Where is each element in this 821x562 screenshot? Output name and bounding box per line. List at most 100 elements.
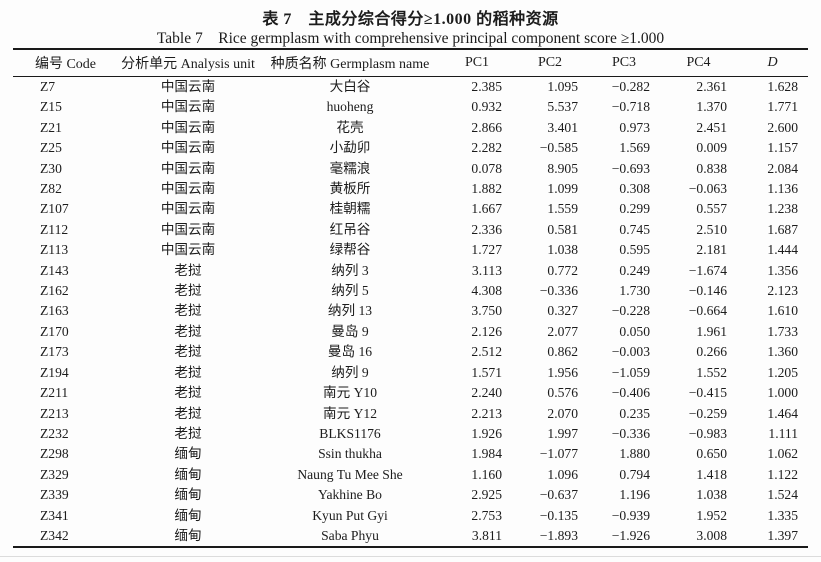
cell-pc2: 1.038 [547,242,578,258]
cell-unit: 老挝 [174,405,202,421]
cell-pc1: 2.385 [471,79,502,94]
cell-pc3: 1.880 [619,446,650,462]
cell-name: 小勐卯 [329,140,371,156]
cell-unit: 中国云南 [160,160,216,176]
cell-pc2: 1.095 [547,79,578,94]
cell-name: 大白谷 [329,79,371,94]
cell-pc4: −0.664 [688,303,727,319]
cell-d: 1.360 [767,344,798,360]
table-row: Z298 缅甸 Ssin thukha 1.984 −1.077 1.880 0.650 1.… [13,444,808,464]
cell-pc3: 0.299 [619,201,650,217]
cell-pc4: 0.266 [696,344,727,360]
cell-unit: 中国云南 [160,221,216,237]
cell-d: 1.111 [768,425,798,441]
table-row: Z112 中国云南 红吊谷 2.336 0.581 0.745 2.510 1.687 [13,220,808,240]
cell-unit: 老挝 [174,385,202,401]
cell-unit: 缅甸 [174,527,202,543]
cell-name: Naung Tu Mee She [297,466,403,482]
cell-name: BLKS1176 [319,425,381,441]
table-row: Z194 老挝 纳列 9 1.571 1.956 −1.059 1.552 1.205 [13,363,808,383]
cell-pc2: 1.559 [547,201,578,217]
cell-unit: 缅甸 [174,446,202,462]
cell-pc3: −0.718 [611,99,650,115]
cell-name: 桂朝糯 [329,201,371,217]
cell-pc4: −0.063 [688,181,727,197]
table-row: Z232 老挝 BLKS1176 1.926 1.997 −0.336 −0.983 1.11… [13,424,808,444]
cell-pc3: −0.939 [611,507,650,523]
cell-pc3: −0.336 [611,425,650,441]
cell-name: huoheng [326,99,374,115]
col-header-pc1: PC1 [442,49,512,77]
cell-pc4: 2.451 [696,119,727,135]
cell-code: Z339 [40,487,69,503]
cell-pc2: 0.576 [547,385,578,401]
header-row: 编号 Code 分析单元 Analysis unit 种质名称 Germplas… [13,49,808,77]
cell-unit: 老挝 [174,425,202,441]
cell-code: Z162 [40,283,69,299]
cell-d: 1.335 [767,507,798,523]
cell-d: 1.397 [767,527,798,543]
cell-code: Z342 [40,527,69,543]
table-row: Z21 中国云南 花壳 2.866 3.401 0.973 2.451 2.600 [13,118,808,138]
cell-pc4: 2.181 [696,242,727,258]
col-header-germplasm-name: 种质名称 Germplasm name [258,49,442,77]
cell-code: Z30 [40,160,62,176]
cell-pc2: −0.637 [539,487,578,503]
cell-pc2: −1.893 [539,527,578,543]
cell-pc1: 2.753 [471,507,502,523]
cell-d: 1.524 [767,487,798,503]
cell-pc1: 1.667 [471,201,502,217]
cell-d: 2.084 [767,160,798,176]
table-row: Z211 老挝 南元 Y10 2.240 0.576 −0.406 −0.415 1.000 [13,383,808,403]
cell-pc4: 2.361 [696,79,727,94]
cell-pc3: 0.794 [619,466,650,482]
cell-unit: 中国云南 [160,79,216,94]
table-row: Z107 中国云南 桂朝糯 1.667 1.559 0.299 0.557 1.238 [13,199,808,219]
cell-d: 1.771 [767,99,798,115]
table-row: Z213 老挝 南元 Y12 2.213 2.070 0.235 −0.259 1.464 [13,404,808,424]
table-title-zh: 表 7 主成分综合得分≥1.000 的稻种资源 [262,11,559,28]
table-row: Z82 中国云南 黄板所 1.882 1.099 0.308 −0.063 1.136 [13,179,808,199]
table-row: Z25 中国云南 小勐卯 2.282 −0.585 1.569 0.009 1.157 [13,138,808,158]
cell-name: Saba Phyu [321,527,379,543]
cell-pc1: 2.126 [471,323,502,339]
cell-unit: 老挝 [174,262,202,278]
cell-pc2: 3.401 [547,119,578,135]
cell-d: 1.464 [767,405,798,421]
cell-code: Z194 [40,364,69,380]
table-row: Z143 老挝 纳列 3 3.113 0.772 0.249 −1.674 1.356 [13,261,808,281]
cell-code: Z329 [40,466,69,482]
cell-pc4: 0.009 [696,140,727,156]
cell-unit: 老挝 [174,344,202,360]
cell-d: 1.122 [767,466,798,482]
cell-pc1: 1.571 [471,364,502,380]
cell-pc4: −0.415 [688,385,727,401]
cell-d: 1.610 [767,303,798,319]
cell-pc3: 0.235 [619,405,650,421]
cell-pc3: −0.003 [611,344,650,360]
cell-unit: 缅甸 [174,487,202,503]
cell-d: 1.628 [767,79,798,94]
cell-pc1: 2.213 [471,405,502,421]
table-row: Z329 缅甸 Naung Tu Mee She 1.160 1.096 0.794 1.4… [13,465,808,485]
cell-pc1: 4.308 [471,283,502,299]
cell-pc2: 5.537 [547,99,578,115]
cell-pc2: 2.070 [547,405,578,421]
cell-name: 纳列 13 [327,303,373,319]
cell-d: 1.000 [767,385,798,401]
cell-pc1: 0.078 [471,160,502,176]
cell-pc2: −1.077 [539,446,578,462]
cell-code: Z213 [40,405,69,421]
cell-pc1: 0.932 [471,99,502,115]
cell-d: 1.356 [767,262,798,278]
table-row: Z113 中国云南 绿帮谷 1.727 1.038 0.595 2.181 1.444 [13,240,808,260]
cell-pc1: 3.811 [471,527,502,543]
table-header: 编号 Code 分析单元 Analysis unit 种质名称 Germplas… [13,49,808,77]
cell-pc3: −0.406 [611,385,650,401]
cell-code: Z21 [40,119,62,135]
cell-d: 1.157 [767,140,798,156]
cell-pc3: 0.308 [619,181,650,197]
cell-pc1: 3.750 [471,303,502,319]
cell-name: 南元 Y12 [323,405,377,421]
cell-d: 1.444 [767,242,798,258]
